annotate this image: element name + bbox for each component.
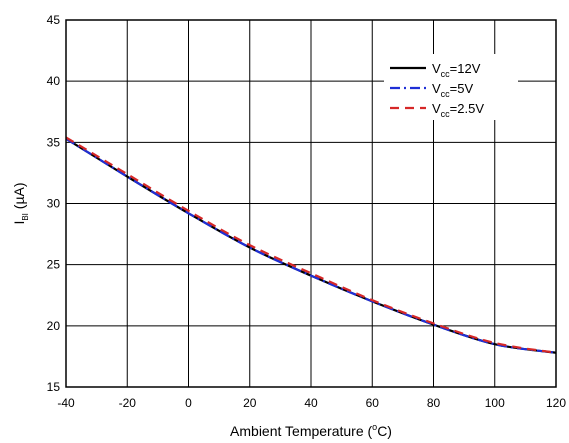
x-tick-label: 40	[304, 396, 318, 410]
legend-label: Vcc=2.5V	[432, 101, 484, 119]
y-tick-labels: 15 20 25 30 35 40 45	[47, 13, 61, 394]
y-tick-label: 15	[47, 380, 61, 394]
series-line	[65, 137, 557, 354]
legend: Vcc=12V Vcc=5V Vcc=2.5V	[390, 61, 484, 119]
x-tick-label: 80	[427, 396, 441, 410]
plot-frame	[65, 19, 557, 388]
x-axis-title-suffix: C)	[377, 423, 392, 439]
y-tick-label: 30	[47, 197, 61, 211]
y-axis-title-suffix: (µA)	[11, 182, 27, 213]
y-axis-title: IBI (µA)	[11, 182, 30, 224]
x-tick-label: -20	[119, 396, 137, 410]
y-tick-label: 45	[47, 13, 61, 27]
legend-label: Vcc=12V	[432, 61, 481, 79]
y-tick-label: 25	[47, 258, 61, 272]
x-tick-labels: -40 -20 0 20 40 60 80 100 120	[57, 396, 566, 410]
gridlines	[65, 19, 557, 388]
y-tick-label: 35	[47, 135, 61, 149]
y-tick-label: 40	[47, 74, 61, 88]
y-axis-title-main: I	[11, 221, 27, 225]
y-axis-title-sub: BI	[21, 213, 30, 221]
x-tick-label: 100	[485, 396, 505, 410]
series-lines	[65, 136, 557, 354]
x-axis-title-prefix: Ambient Temperature (	[230, 423, 372, 439]
x-tick-label: 0	[185, 396, 192, 410]
x-axis-title: Ambient Temperature (oC)	[230, 422, 392, 439]
x-axis-title-degree: o	[372, 422, 377, 432]
x-tick-label: -40	[57, 396, 75, 410]
series-line	[65, 136, 557, 354]
x-tick-label: 120	[546, 396, 566, 410]
y-tick-label: 20	[47, 319, 61, 333]
x-tick-label: 60	[366, 396, 380, 410]
x-tick-label: 20	[243, 396, 257, 410]
legend-label: Vcc=5V	[432, 81, 473, 99]
